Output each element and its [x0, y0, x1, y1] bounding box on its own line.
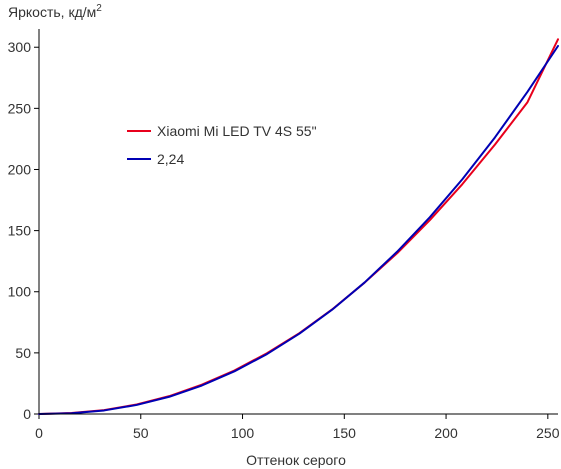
legend-label-2: 2,24 — [157, 151, 184, 167]
x-tick-label: 50 — [133, 425, 149, 441]
x-tick-label: 100 — [231, 425, 255, 441]
y-axis-ticks: 0 50 100 150 200 250 300 — [8, 39, 39, 422]
x-tick-label: 150 — [333, 425, 357, 441]
x-axis-ticks: 0 50 100 150 200 250 — [35, 414, 560, 441]
legend: Xiaomi Mi LED TV 4S 55" 2,24 — [127, 123, 317, 167]
y-tick-label: 0 — [23, 406, 31, 422]
x-tick-label: 250 — [536, 425, 560, 441]
series-line-2 — [38, 45, 559, 415]
y-tick-label: 150 — [8, 223, 32, 239]
y-tick-label: 300 — [8, 39, 32, 55]
axes — [38, 29, 558, 415]
y-axis-title: Яркость, кд/м2 — [8, 3, 102, 20]
series-line-1 — [38, 38, 559, 415]
y-tick-label: 200 — [8, 161, 32, 177]
y-tick-label: 250 — [8, 100, 32, 116]
y-tick-label: 50 — [15, 345, 31, 361]
x-tick-label: 200 — [434, 425, 458, 441]
x-tick-label: 0 — [35, 425, 43, 441]
y-tick-label: 100 — [8, 284, 32, 300]
x-axis-title: Оттенок серого — [246, 452, 346, 468]
legend-label-1: Xiaomi Mi LED TV 4S 55" — [157, 123, 317, 139]
series-layer — [38, 38, 559, 415]
